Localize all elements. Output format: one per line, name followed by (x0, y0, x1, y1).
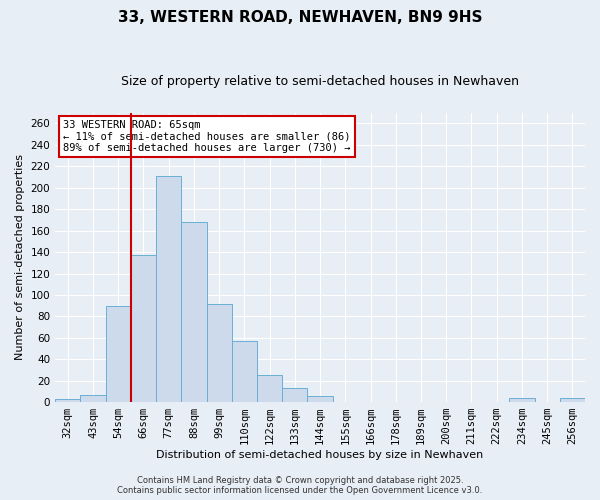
Bar (181, 222, 206, 402)
Y-axis label: Number of semi-detached properties: Number of semi-detached properties (15, 154, 25, 360)
Title: Size of property relative to semi-detached houses in Newhaven: Size of property relative to semi-detach… (121, 75, 519, 88)
Bar (55, 399, 80, 402)
Bar (232, 341, 257, 402)
Text: 33 WESTERN ROAD: 65sqm
← 11% of semi-detached houses are smaller (86)
89% of sem: 33 WESTERN ROAD: 65sqm ← 11% of semi-det… (63, 120, 350, 153)
Bar (106, 306, 131, 402)
Bar (80, 394, 106, 402)
Bar (257, 376, 282, 402)
Bar (307, 396, 332, 402)
Bar (282, 388, 307, 402)
Bar (131, 256, 156, 402)
Bar (156, 176, 181, 402)
Bar (560, 398, 585, 402)
Text: Contains HM Land Registry data © Crown copyright and database right 2025.
Contai: Contains HM Land Registry data © Crown c… (118, 476, 482, 495)
X-axis label: Distribution of semi-detached houses by size in Newhaven: Distribution of semi-detached houses by … (157, 450, 484, 460)
Text: 33, WESTERN ROAD, NEWHAVEN, BN9 9HS: 33, WESTERN ROAD, NEWHAVEN, BN9 9HS (118, 10, 482, 25)
Bar (509, 398, 535, 402)
Bar (206, 304, 232, 402)
